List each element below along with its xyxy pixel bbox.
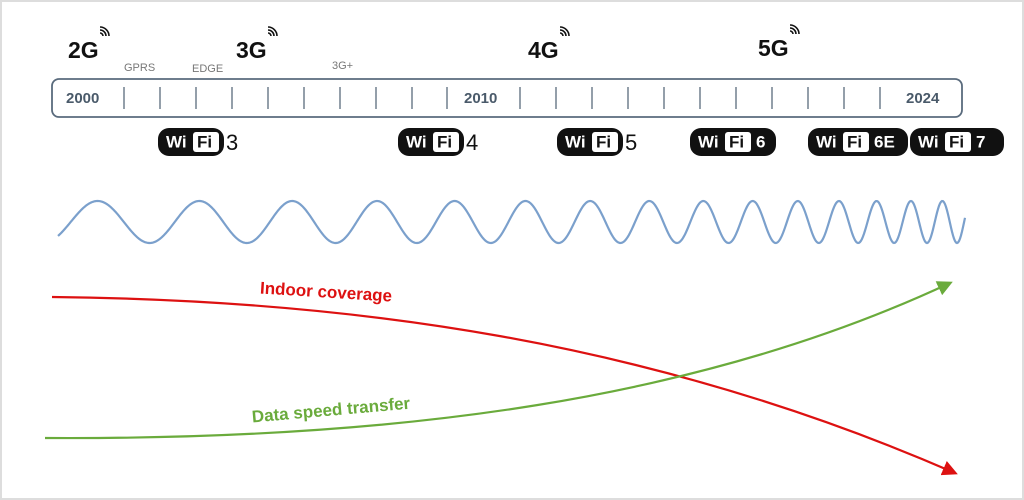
logo-fi-box: [843, 132, 869, 152]
wifi-logo: Wi Fi 3: [158, 128, 238, 156]
year: 2000: [66, 90, 99, 107]
speed-curve: [44, 281, 953, 440]
logo-wi: Wi: [698, 132, 719, 151]
logo-fi: Fi: [949, 132, 964, 151]
logo-version: 7: [976, 132, 985, 151]
signal-arc: [267, 32, 272, 37]
logo-fi-box: [433, 132, 459, 152]
technology: EDGE: [192, 63, 223, 75]
logo-version: 5: [625, 130, 637, 155]
logo-fi-box: [945, 132, 971, 152]
signal-arc: [559, 29, 567, 37]
logo-wi: Wi: [816, 132, 837, 151]
wifi-logos: Wi Fi 3 Wi Fi 4 Wi Fi 5 Wi Fi 6 Wi Fi 6E Wi Fi 7: [158, 128, 1004, 156]
wifi-logo: Wi Fi 4: [398, 128, 478, 156]
logo-fi-box: [592, 132, 618, 152]
generation: 3G: [236, 37, 267, 63]
signal-arc: [99, 29, 107, 37]
generation: 5G: [758, 35, 789, 61]
year: 2010: [464, 90, 497, 107]
signal-arc: [267, 26, 278, 37]
signal-icons: [99, 24, 800, 37]
signal-arc: [559, 32, 564, 37]
logo-version: 6: [756, 132, 765, 151]
generation: 2G: [68, 37, 99, 63]
logo-wi: Wi: [565, 132, 586, 151]
logo-fi: Fi: [847, 132, 862, 151]
wifi-logo: Wi Fi 7: [910, 128, 1004, 156]
signal-arc: [789, 24, 800, 35]
logo-fi-box: [725, 132, 751, 152]
logo-fi: Fi: [729, 132, 744, 151]
timeline: [51, 78, 963, 118]
year: 2024: [906, 90, 940, 107]
signal-arc: [789, 30, 794, 35]
logo-version: 4: [466, 130, 478, 155]
logo-version: 3: [226, 130, 238, 155]
generation: 4G: [528, 37, 559, 63]
wifi-logo: Wi Fi 6E: [808, 128, 908, 156]
signal-arc: [789, 27, 797, 35]
wave: [57, 199, 967, 245]
logo-fi: Fi: [596, 132, 611, 151]
logo-wi: Wi: [918, 132, 939, 151]
technology: 3G+: [332, 60, 353, 72]
timeline-ticks: [123, 87, 881, 109]
indoor-curve: [51, 295, 958, 476]
signal-arc: [559, 26, 570, 37]
logo-wi: Wi: [406, 132, 427, 151]
signal-arc: [267, 29, 275, 37]
logo-fi: Fi: [197, 132, 212, 151]
technology: GPRS: [124, 62, 155, 74]
logo-version: 6E: [874, 132, 895, 151]
logo-wi: Wi: [166, 132, 187, 151]
signal-arc: [99, 32, 104, 37]
wifi-logo: Wi Fi 6: [690, 128, 776, 156]
signal-arc: [99, 26, 110, 37]
wifi-logo: Wi Fi 5: [557, 128, 637, 156]
logo-fi-box: [193, 132, 219, 152]
logo-fi: Fi: [437, 132, 452, 151]
